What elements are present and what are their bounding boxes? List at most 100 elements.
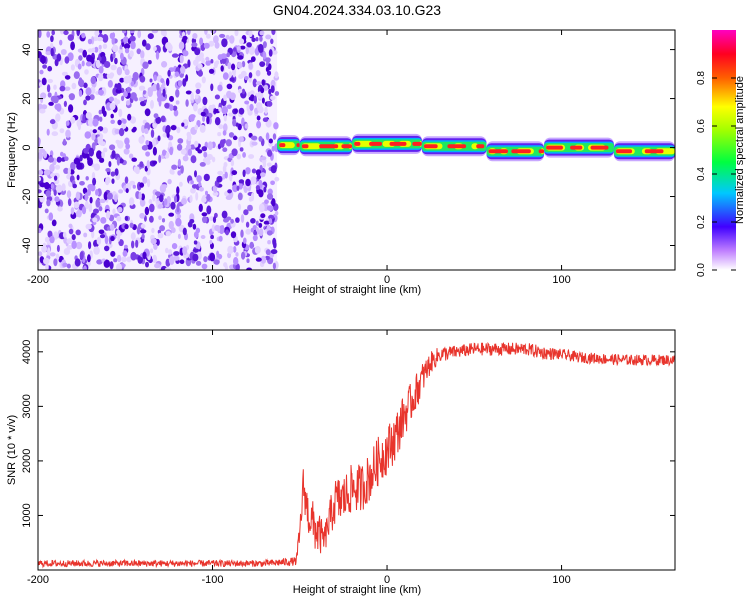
noise-blob	[85, 112, 93, 119]
noise-blob	[165, 127, 169, 134]
noise-blob	[257, 104, 263, 112]
y-tick-label: 20	[21, 92, 33, 104]
noise-blob	[78, 55, 83, 61]
noise-blob	[115, 139, 120, 144]
noise-blob	[236, 153, 242, 160]
noise-blob	[246, 267, 253, 270]
noise-blob	[101, 55, 105, 65]
noise-blob	[109, 261, 114, 270]
noise-blob	[238, 181, 243, 190]
noise-blob	[160, 30, 166, 36]
noise-blob	[272, 133, 277, 140]
noise-blob	[202, 96, 208, 106]
noise-blob	[241, 88, 246, 95]
noise-blob	[182, 78, 187, 87]
noise-blob	[194, 124, 199, 131]
noise-blob	[157, 135, 161, 142]
noise-blob	[198, 187, 204, 192]
noise-blob	[189, 219, 195, 224]
noise-blob	[186, 133, 192, 142]
noise-blob	[200, 235, 206, 239]
noise-blob	[181, 198, 187, 205]
noise-blob	[84, 192, 89, 202]
noise-blob	[121, 256, 127, 263]
noise-blob	[199, 37, 204, 46]
noise-blob	[166, 196, 171, 204]
noise-blob	[217, 54, 223, 61]
noise-blob	[98, 30, 103, 34]
noise-blob	[249, 103, 254, 111]
noise-blob	[236, 185, 240, 191]
noise-blob	[57, 206, 63, 212]
noise-blob	[247, 109, 253, 116]
noise-blob	[171, 53, 179, 58]
noise-blob	[142, 39, 147, 47]
noise-blob	[87, 38, 93, 45]
noise-blob	[76, 30, 80, 36]
noise-blob	[259, 30, 265, 36]
noise-blob	[150, 129, 155, 138]
noise-blob	[99, 157, 105, 163]
noise-blob	[56, 156, 62, 163]
noise-blob	[85, 176, 89, 181]
noise-blob	[245, 228, 251, 235]
noise-blob	[226, 216, 232, 221]
signal-core	[296, 143, 300, 148]
noise-blob	[160, 115, 166, 123]
noise-blob	[121, 118, 127, 125]
noise-blob	[150, 238, 157, 245]
noise-blob	[254, 245, 261, 254]
noise-blob	[77, 123, 81, 131]
noise-blob	[177, 233, 181, 239]
noise-blob	[179, 54, 184, 64]
noise-blob	[96, 259, 103, 265]
noise-blob	[39, 256, 45, 264]
noise-blob	[153, 46, 157, 52]
noise-blob	[274, 71, 279, 79]
noise-blob	[140, 223, 146, 229]
noise-blob	[134, 97, 138, 102]
colorbar-tick-label: 0.6	[696, 119, 707, 133]
signal-core	[538, 149, 545, 154]
noise-blob	[173, 109, 179, 117]
noise-blob	[252, 78, 257, 88]
noise-blob	[174, 71, 180, 77]
noise-blob	[144, 108, 151, 117]
colorbar-axes: 0.0 0.2 0.4 0.6 0.8	[696, 71, 736, 277]
noise-blob	[142, 90, 146, 95]
noise-blob	[132, 126, 137, 132]
noise-blob	[165, 42, 172, 50]
noise-blob	[223, 123, 228, 132]
noise-blob	[113, 97, 118, 103]
noise-blob	[152, 146, 157, 156]
noise-blob	[185, 74, 189, 82]
noise-blob	[231, 170, 238, 176]
noise-blob	[130, 30, 135, 34]
noise-blob	[130, 41, 136, 50]
noise-blob	[128, 197, 135, 206]
signal-core	[354, 141, 361, 146]
noise-blob	[232, 118, 237, 127]
noise-blob	[152, 138, 157, 147]
noise-blob	[139, 75, 146, 83]
noise-blob	[125, 100, 131, 106]
noise-blob	[263, 220, 270, 225]
noise-blob	[116, 254, 122, 263]
noise-blob	[82, 49, 87, 58]
noise-blob	[98, 89, 104, 96]
noise-blob	[270, 95, 276, 101]
noise-blob	[47, 156, 55, 163]
noise-blob	[98, 206, 103, 212]
noise-blob	[92, 118, 99, 127]
noise-blob	[38, 137, 41, 147]
noise-blob	[66, 238, 73, 245]
y-tick-label: -20	[21, 189, 33, 205]
noise-blob	[236, 61, 243, 69]
noise-blob	[159, 194, 164, 203]
noise-blob	[60, 151, 64, 157]
noise-blob	[266, 230, 273, 236]
noise-blob	[251, 141, 258, 146]
noise-blob	[139, 212, 145, 219]
noise-blob	[89, 94, 95, 101]
noise-blob	[221, 210, 228, 219]
